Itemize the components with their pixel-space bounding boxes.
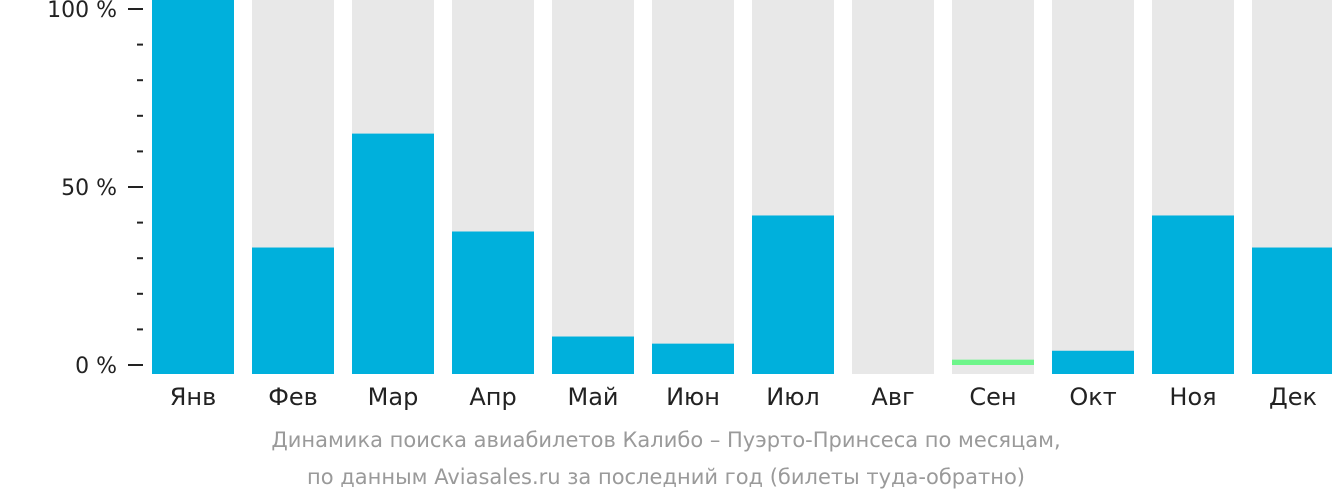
bar-track [552,0,634,374]
y-tick-label: 100 % [47,0,117,23]
y-axis: 0 % 50 % 100 % [47,0,143,379]
x-category-label: Дек [1269,383,1317,411]
x-axis-labels: Янв Фев Мар Апр Май Июн Июл Авг Сен Окт Ноя Дек [170,383,1317,411]
bars [152,0,1332,374]
bar-Апр [452,231,534,374]
bar-Сен [952,359,1034,365]
x-category-label: Фев [268,383,318,411]
bar-Июл [752,215,834,374]
bar-chart: 0 % 50 % 100 % Янв Фев Мар Апр Май Июн Июл Авг Сен… [47,0,1332,411]
bar-Июн [652,343,734,374]
y-tick-label: 0 % [75,354,117,379]
x-category-label: Ноя [1169,383,1216,411]
bar-Дек [1252,247,1332,374]
x-category-label: Авг [871,383,914,411]
x-category-label: Май [567,383,618,411]
x-category-label: Июл [766,383,820,411]
bar-Мар [352,133,434,374]
bar-Окт [1052,350,1134,374]
x-category-label: Янв [170,383,217,411]
x-category-label: Июн [666,383,720,411]
bar-track [652,0,734,374]
bar-Фев [252,247,334,374]
x-category-label: Апр [469,383,516,411]
x-category-label: Сен [969,383,1016,411]
bar-track [952,0,1034,374]
bar-Май [552,336,634,374]
x-category-label: Окт [1069,383,1116,411]
bar-track [1052,0,1134,374]
y-tick-label: 50 % [61,176,117,201]
bar-Янв [152,0,234,374]
bar-Ноя [1152,215,1234,374]
bar-track [852,0,934,374]
caption-line-2: по данным Aviasales.ru за последний год … [307,465,1025,489]
caption-line-1: Динамика поиска авиабилетов Калибо – Пуэ… [271,428,1061,452]
x-category-label: Мар [368,383,419,411]
